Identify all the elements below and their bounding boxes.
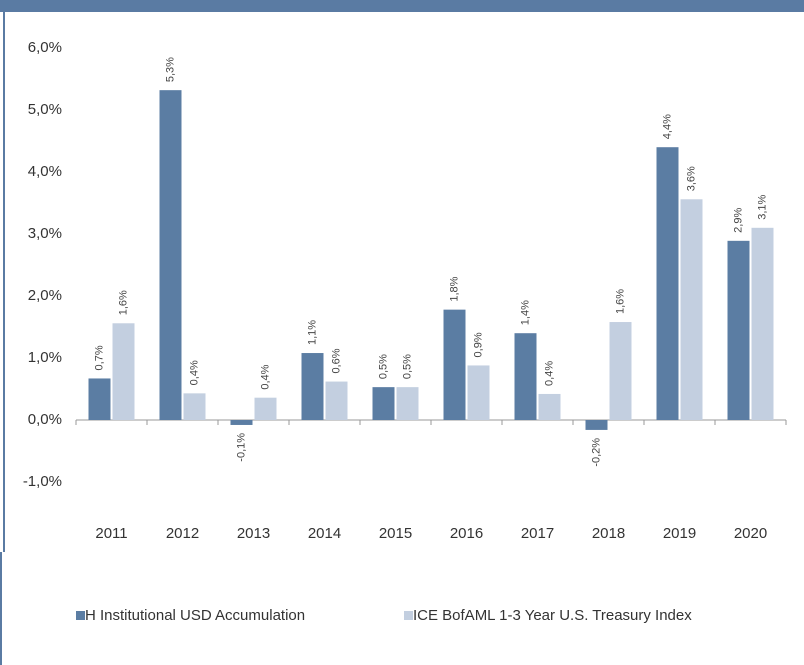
x-tick-label: 2020 [734,525,767,542]
bar [751,227,774,420]
bar [301,353,324,420]
y-tick-label: 2,0% [28,287,62,304]
y-tick-label: 6,0% [28,39,62,56]
x-tick-label: 2011 [95,525,127,542]
value-label: 0,4% [259,364,271,389]
bar [183,393,206,420]
value-label: 1,8% [448,276,460,301]
y-tick-label: 3,0% [28,225,62,242]
bar [609,322,632,420]
y-tick-label: 0,0% [28,411,62,428]
bar [467,365,490,420]
bar [656,147,679,420]
bar [538,393,561,420]
x-tick-label: 2017 [521,525,554,542]
x-tick-label: 2012 [166,525,199,542]
value-label: 5,3% [164,57,176,82]
legend-swatch [404,611,413,620]
value-label: -0,2% [590,438,602,467]
value-label: 0,9% [472,332,484,357]
value-label: 1,1% [306,320,318,345]
value-label: 1,6% [117,290,129,315]
value-label: 0,4% [543,361,555,386]
bar [443,309,466,420]
value-label: 0,7% [93,345,105,370]
x-tick-label: 2015 [379,525,412,542]
y-tick-label: 1,0% [28,349,62,366]
bar [88,378,111,420]
value-label: 0,6% [330,348,342,373]
legend-label: ICE BofAML 1-3 Year U.S. Treasury Index [413,607,692,624]
value-label: 0,5% [401,354,413,379]
value-label: -0,1% [235,433,247,462]
value-label: 3,1% [756,195,768,220]
y-tick-label: -1,0% [23,473,62,490]
value-label: 1,4% [519,300,531,325]
value-label: 3,6% [685,166,697,191]
bar [727,240,750,420]
value-label: 0,4% [188,360,200,385]
bar [680,199,703,420]
y-tick-label: 5,0% [28,101,62,118]
top-band [0,0,804,12]
value-label: 1,6% [614,289,626,314]
value-label: 2,9% [732,208,744,233]
bar [112,323,135,420]
x-tick-label: 2019 [663,525,696,542]
bar [159,90,182,420]
bar [514,333,537,420]
y-tick-label: 4,0% [28,163,62,180]
legend-swatch [76,611,85,620]
bar [254,397,277,420]
bar [585,420,608,430]
x-tick-label: 2018 [592,525,625,542]
bar [372,387,395,420]
value-label: 0,5% [377,354,389,379]
x-tick-label: 2014 [308,525,341,542]
x-tick-label: 2016 [450,525,483,542]
bar [325,381,348,420]
value-label: 4,4% [661,114,673,139]
bar [396,387,419,420]
x-tick-label: 2013 [237,525,270,542]
bar [230,420,253,425]
legend-label: H Institutional USD Accumulation [85,607,305,624]
